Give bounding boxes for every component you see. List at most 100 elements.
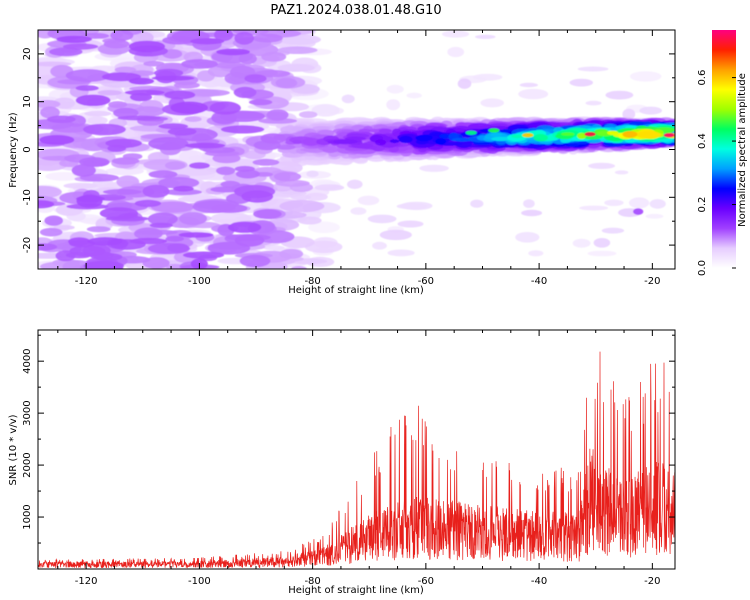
heatmap-cell [569, 78, 593, 87]
heatmap-cell [396, 203, 428, 210]
heatmap-cell [522, 133, 534, 138]
heatmap-cell [273, 171, 302, 182]
x-tick-label: -20 [644, 576, 660, 587]
y-tick-label: 10 [22, 95, 33, 108]
heatmap-cell [148, 170, 178, 179]
heatmap-cell [379, 229, 412, 241]
heatmap-cell [490, 132, 502, 137]
heatmap-cell [65, 69, 111, 82]
heatmap-cell [442, 30, 470, 38]
heatmap-cell [239, 254, 271, 268]
heatmap-cell [528, 250, 544, 257]
heatmap-cell [312, 126, 331, 131]
heatmap-cell [663, 133, 675, 138]
heatmap-cell [114, 66, 137, 74]
heatmap-cell [622, 131, 638, 138]
heatmap-cell [475, 34, 496, 40]
heatmap-cell [129, 237, 168, 245]
heatmap-cell [75, 85, 99, 91]
heatmap-cell [108, 101, 128, 109]
heatmap-cell [311, 104, 340, 117]
heatmap-cell [40, 106, 60, 119]
colorbar-tick-label: 0.0 [697, 260, 708, 276]
heatmap-cell [419, 164, 449, 172]
heatmap-cell [253, 209, 282, 219]
heatmap-cell [49, 47, 83, 57]
heatmap-cell [378, 128, 392, 134]
heatmap-cell [375, 139, 387, 146]
heatmap-cell [173, 185, 194, 192]
heatmap-cell [561, 132, 575, 136]
heatmap-cell [367, 214, 397, 224]
heatmap-cell [149, 222, 173, 229]
heatmap-cell [46, 115, 76, 124]
heatmap-cell [518, 88, 549, 100]
heatmap-cell [38, 185, 62, 199]
heatmap-cell [521, 209, 543, 217]
heatmap-cell [292, 139, 302, 144]
heatmap-cell [233, 86, 257, 98]
heatmap-cell [391, 128, 402, 137]
heatmap-cell [128, 40, 166, 53]
heatmap-cell [277, 46, 318, 54]
heatmap-cell [304, 192, 328, 201]
heatmap-cell [87, 237, 123, 246]
heatmap-cell [182, 251, 225, 259]
heatmap-cell [579, 205, 609, 211]
heatmap-cell [44, 215, 63, 226]
heatmap-cell [148, 137, 189, 151]
x-tick-label: -120 [75, 576, 98, 587]
heatmap-cell [604, 199, 624, 206]
heatmap-cell [132, 106, 165, 117]
colorbar-ticks: 0.0 0.2 0.4 0.6 [697, 70, 736, 276]
y-tick-label: 2000 [22, 452, 33, 477]
y-tick-label: -20 [22, 237, 33, 253]
heatmap-cell [386, 84, 404, 94]
heatmap-cell [577, 66, 609, 72]
heatmap-cell [387, 249, 415, 257]
spectrogram-ylabel: Frequency (Hz) [8, 112, 19, 188]
heatmap-cell [519, 82, 538, 88]
spectrogram-panel: -120 -100 -80 -60 -40 -20 20 10 0 -10 -20 Height o… [8, 29, 676, 296]
y-tick-label: -10 [22, 189, 33, 205]
heatmap-cell [350, 207, 367, 215]
heatmap-cell [216, 48, 251, 56]
snr-panel: -120 -100 -80 -60 -40 -20 1000 2000 3000 4000 Hei… [8, 329, 676, 596]
heatmap-cell [181, 59, 218, 69]
heatmap-cell [397, 220, 424, 228]
heatmap-cell [435, 138, 447, 145]
heatmap-cell [297, 216, 322, 225]
heatmap-cell [103, 39, 130, 49]
heatmap-cell [585, 100, 602, 106]
heatmap-cell [515, 232, 540, 243]
heatmap-cell [56, 35, 92, 43]
heatmap-cell [406, 92, 422, 99]
x-tick-label: -80 [304, 576, 320, 587]
heatmap-cell [113, 107, 139, 119]
heatmap-cell [386, 99, 401, 111]
heatmap-cell [645, 213, 664, 219]
heatmap-cell [588, 162, 616, 169]
heatmap-cell [533, 134, 548, 142]
y-tick-label: 4000 [22, 348, 33, 373]
heatmap-cell [291, 266, 307, 269]
x-tick-label: -40 [531, 276, 547, 287]
heatmap-cell [470, 199, 484, 208]
heatmap-cell [129, 92, 153, 102]
heatmap-cell [372, 241, 387, 250]
heatmap-cell [179, 212, 207, 226]
heatmap-cell [256, 230, 295, 244]
heatmap-cell [275, 77, 298, 89]
heatmap-cell [252, 158, 280, 166]
x-tick-label: -40 [531, 576, 547, 587]
heatmap-cell [415, 134, 433, 142]
heatmap-cell [214, 30, 234, 42]
heatmap-cell [266, 109, 289, 121]
y-tick-label: 3000 [22, 400, 33, 425]
x-tick-label: -120 [75, 276, 98, 287]
heatmap-cell [45, 172, 82, 181]
heatmap-cell [341, 94, 355, 104]
heatmap-cells [38, 30, 675, 269]
heatmap-cell [162, 189, 202, 196]
